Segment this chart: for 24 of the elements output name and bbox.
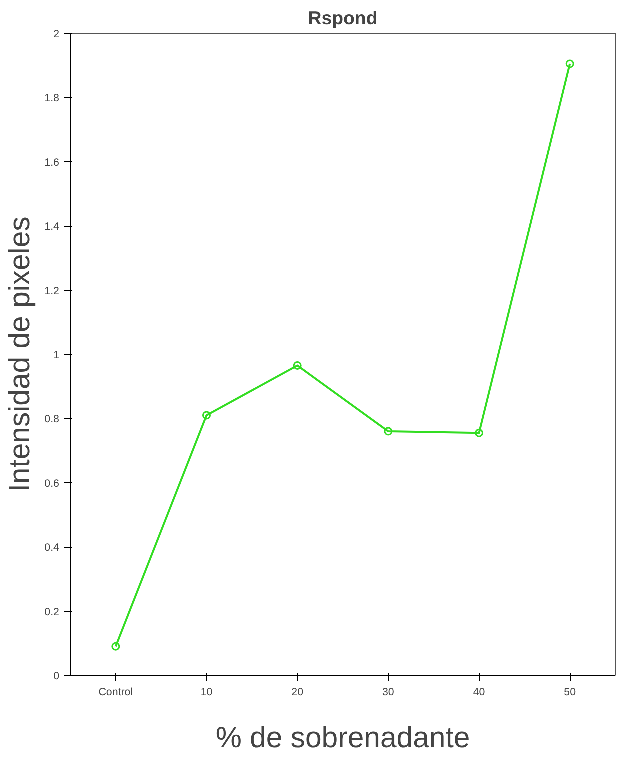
point <box>293 361 302 370</box>
y-tick-label: 1 <box>54 350 60 362</box>
y-tick-label: 1.2 <box>44 285 60 298</box>
y-tick-label: 0.4 <box>44 542 60 554</box>
x-tick-label: 20 <box>292 686 304 698</box>
y-tick-label: 2 <box>54 28 60 40</box>
x-tick-label: 10 <box>200 686 213 698</box>
y-tick-label: 1.4 <box>44 221 60 234</box>
x-tick-label: 40 <box>473 686 486 698</box>
y-tick-label: 1.8 <box>44 92 60 105</box>
y-tick-label: 1.6 <box>44 156 60 169</box>
y-tick-label: 0.8 <box>44 414 60 426</box>
x-tick-label: 30 <box>382 686 394 698</box>
x-tick-label: Control <box>98 686 134 698</box>
y-tick-label: 0 <box>54 670 60 682</box>
y-tick-label: 0.2 <box>44 606 60 618</box>
point <box>475 428 484 438</box>
point <box>384 427 393 436</box>
y-axis-title: Intensidad de pixeles <box>4 216 37 492</box>
x-axis-title: % de sobrenadante <box>216 722 470 754</box>
point <box>202 411 211 420</box>
y-tick-label: 0.6 <box>44 478 60 490</box>
x-tick-label: 50 <box>564 686 576 698</box>
chart-title: Rspond <box>308 8 378 28</box>
